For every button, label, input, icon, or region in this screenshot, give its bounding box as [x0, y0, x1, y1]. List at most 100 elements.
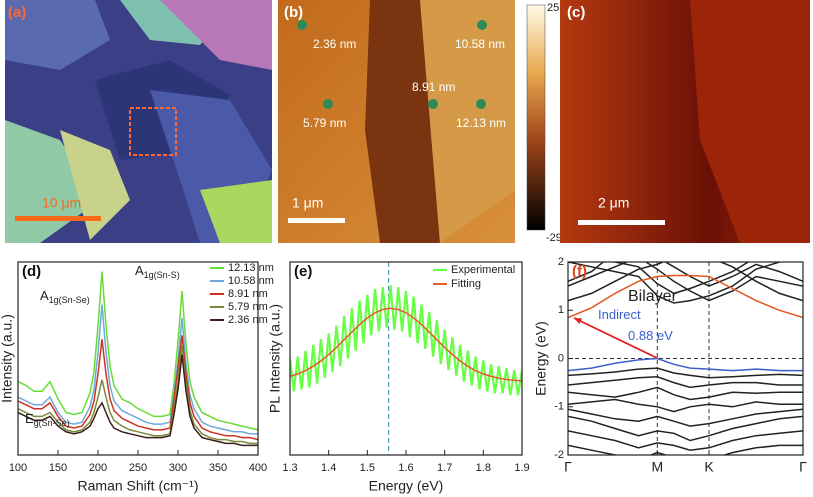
series-line	[290, 307, 522, 382]
series-line	[568, 357, 803, 372]
flake	[690, 0, 810, 243]
legend-label: 8.91 nm	[228, 288, 268, 300]
x-tick-label: M	[651, 459, 663, 475]
series-line	[568, 274, 803, 319]
gap-arrow	[573, 317, 658, 359]
scale-bar	[288, 218, 345, 223]
annotation: Indirect	[598, 307, 641, 322]
y-tick-label: 0	[558, 352, 564, 364]
x-axis-label: Energy (eV)	[369, 478, 444, 494]
panel-label: (f)	[572, 263, 587, 280]
chart: 100 150 200 250 300 350 400 Raman Shift (cm⁻¹) I…	[0, 261, 274, 494]
flake	[5, 0, 110, 70]
point-label: 2.36 nm	[313, 37, 356, 51]
colorbar	[526, 4, 546, 231]
series-line	[568, 430, 803, 451]
x-tick-label: 1.7	[437, 462, 452, 474]
point-label: 12.13 nm	[456, 116, 506, 130]
point-label: 8.91 nm	[412, 80, 455, 94]
y-axis-label: Energy (eV)	[533, 321, 549, 396]
chart: 1.3 1.4 1.5 1.6 1.7 1.8 1.9 Energy (eV) PL Inten…	[267, 261, 530, 494]
series-line	[568, 444, 803, 455]
x-tick-label: 100	[9, 462, 27, 474]
annotation-sub: g(Sn-Se)	[34, 418, 70, 428]
y-tick-label: 1	[558, 304, 564, 316]
flake	[5, 120, 100, 243]
x-tick-label: 250	[129, 462, 147, 474]
panel-label: (e)	[294, 263, 312, 280]
x-tick-label: 1.6	[398, 462, 413, 474]
series-line	[568, 398, 803, 413]
point	[476, 99, 486, 109]
flake	[420, 0, 515, 243]
point	[477, 20, 487, 30]
series-line	[568, 262, 803, 287]
flake	[160, 0, 272, 70]
series-line	[568, 262, 803, 302]
legend-label: 5.79 nm	[228, 301, 268, 313]
series-line	[18, 344, 258, 445]
legend-label: 12.13 nm	[228, 262, 274, 274]
series-line	[290, 285, 522, 396]
y-tick-label: -2	[554, 449, 564, 461]
panel-label: (a)	[8, 4, 26, 21]
flake	[200, 180, 272, 243]
y-tick-label: -1	[554, 401, 564, 413]
series-line	[18, 304, 258, 435]
region-box	[129, 107, 177, 156]
panel-label: (d)	[22, 263, 41, 280]
x-tick-label: 1.3	[282, 462, 297, 474]
series-line	[568, 262, 784, 304]
annotation-text: E	[25, 411, 34, 426]
series-line	[568, 376, 803, 389]
flake	[60, 130, 130, 240]
point	[297, 20, 307, 30]
legend-label: Experimental	[451, 264, 515, 276]
annotation-text: 0.88 eV	[628, 328, 673, 343]
y-axis-label: PL Intensity (a.u.)	[267, 304, 283, 413]
series-line	[568, 408, 803, 427]
annotation: 0.88 eV	[628, 328, 673, 343]
point-label: 5.79 nm	[303, 116, 346, 130]
gap-arrow-head	[574, 318, 582, 325]
x-tick-label: 1.4	[321, 462, 336, 474]
annotation-text: Bilayer	[628, 288, 678, 305]
x-tick-label: 150	[49, 462, 67, 474]
annotation-text: A	[135, 263, 144, 278]
series-line	[568, 262, 803, 302]
x-tick-label: Γ	[564, 459, 572, 475]
legend-label: 2.36 nm	[228, 314, 268, 326]
x-tick-label: 1.8	[476, 462, 491, 474]
panel-a: 10 μm (a)	[5, 0, 272, 243]
series-line	[611, 262, 750, 295]
x-tick-label: 1.5	[360, 462, 375, 474]
panel-b: 2.36 nm 10.58 nm 8.91 nm 5.79 nm 12.13 n…	[278, 0, 589, 244]
x-tick-label: K	[704, 459, 714, 475]
x-tick-label: 200	[89, 462, 107, 474]
x-tick-label: 400	[249, 462, 267, 474]
series-line	[568, 386, 803, 401]
scale-label: 1 μm	[292, 195, 323, 211]
scale-label: 2 μm	[598, 195, 629, 211]
annotation-sub: 1g(Sn-Se)	[49, 295, 90, 305]
legend-label: 10.58 nm	[228, 275, 274, 287]
panel-label: (b)	[284, 4, 303, 21]
legend-label: Fitting	[451, 278, 481, 290]
charts: 100 150 200 250 300 350 400 Raman Shift (cm⁻¹) I…	[0, 256, 807, 494]
point	[323, 99, 333, 109]
y-axis-label: Intensity (a.u.)	[0, 314, 15, 403]
point	[428, 99, 438, 109]
scale-bar	[578, 220, 665, 225]
y-tick-label: 2	[558, 256, 564, 268]
annotation-sub: 1g(Sn-S)	[144, 270, 180, 280]
annotation: A1g(Sn-S)	[135, 263, 180, 280]
annotation: A1g(Sn-Se)	[40, 288, 90, 305]
scale-label: 10 μm	[42, 195, 81, 211]
series-line	[18, 335, 258, 441]
x-tick-label: Γ	[799, 459, 807, 475]
x-axis-label: Raman Shift (cm⁻¹)	[78, 478, 199, 494]
x-tick-label: 350	[209, 462, 227, 474]
